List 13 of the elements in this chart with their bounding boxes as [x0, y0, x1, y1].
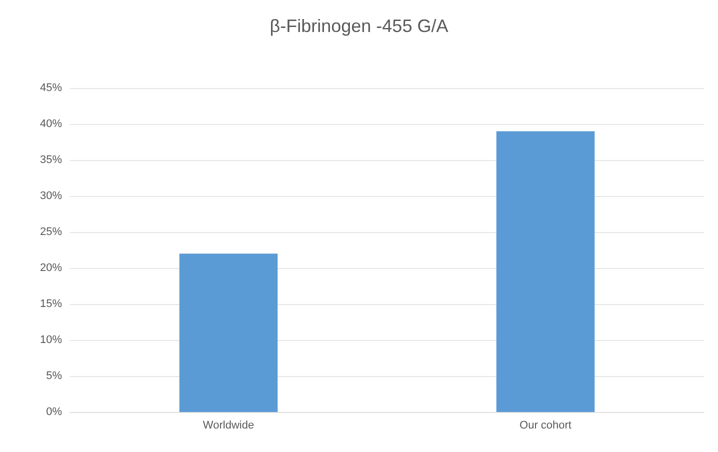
- y-tick-label: 25%: [40, 226, 62, 238]
- y-tick-label: 20%: [40, 262, 62, 274]
- chart-title: β-Fibrinogen -455 G/A: [270, 16, 448, 36]
- y-tick-label: 30%: [40, 190, 62, 202]
- y-tick-label: 40%: [40, 118, 62, 130]
- y-tick-label: 45%: [40, 82, 62, 94]
- y-tick-label: 35%: [40, 154, 62, 166]
- x-tick-label: Worldwide: [202, 420, 254, 432]
- x-tick-label: Our cohort: [520, 420, 572, 432]
- y-tick-label: 5%: [46, 370, 62, 382]
- y-tick-label: 15%: [40, 298, 62, 310]
- y-tick-label: 10%: [40, 334, 62, 346]
- y-tick-label: 0%: [46, 406, 62, 418]
